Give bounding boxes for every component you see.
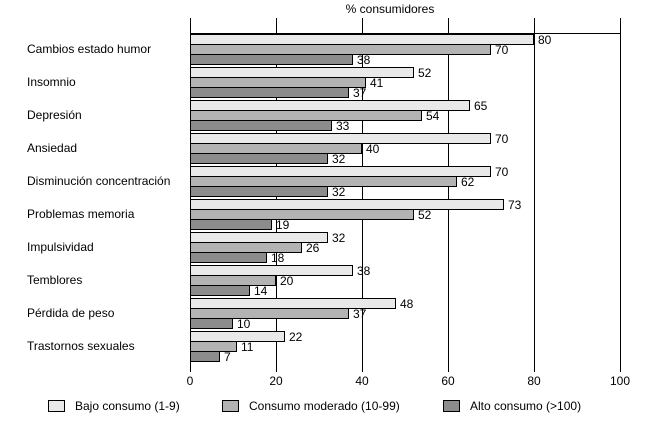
bar-value-label: 32 bbox=[332, 152, 346, 166]
bar-value-label: 52 bbox=[418, 66, 432, 80]
bar-value-label: 38 bbox=[357, 53, 371, 67]
bar-value-label: 33 bbox=[336, 119, 350, 133]
bar-value-label: 70 bbox=[495, 132, 509, 146]
bar-value-label: 11 bbox=[241, 340, 254, 354]
category-label: Cambios estado humor bbox=[27, 42, 152, 56]
bar bbox=[190, 54, 353, 65]
bar bbox=[190, 252, 267, 263]
bar-value-label: 41 bbox=[370, 76, 384, 90]
x-tick-label: 100 bbox=[609, 374, 631, 388]
bar-value-label: 32 bbox=[332, 185, 346, 199]
chart-title: % consumidores bbox=[345, 2, 435, 16]
gridline-80 bbox=[534, 18, 535, 372]
bar bbox=[190, 209, 414, 220]
category-label: Ansiedad bbox=[27, 141, 78, 155]
bar bbox=[190, 308, 349, 319]
bar-value-label: 7 bbox=[224, 350, 231, 364]
legend-item: Alto consumo (>100) bbox=[443, 399, 581, 413]
legend-swatch bbox=[48, 400, 65, 412]
legend-label: Consumo moderado (10-99) bbox=[249, 399, 400, 413]
category-label: Temblores bbox=[27, 273, 83, 287]
x-tick-label: 0 bbox=[186, 374, 194, 388]
x-tick-label: 60 bbox=[441, 374, 455, 388]
bar-value-label: 62 bbox=[461, 175, 475, 189]
category-label: Depresión bbox=[27, 108, 82, 122]
bar-value-label: 65 bbox=[474, 99, 488, 113]
x-tick-label: 40 bbox=[355, 374, 369, 388]
bar-value-label: 38 bbox=[357, 264, 371, 278]
bar-value-label: 14 bbox=[254, 284, 268, 298]
bar-value-label: 70 bbox=[495, 43, 509, 57]
x-tick-label: 20 bbox=[269, 374, 283, 388]
plot-top-border bbox=[190, 33, 621, 34]
bar-value-label: 22 bbox=[289, 330, 303, 344]
bar bbox=[190, 87, 349, 98]
bar-value-label: 70 bbox=[495, 165, 509, 179]
bar bbox=[190, 186, 328, 197]
gridline-100 bbox=[620, 18, 621, 372]
bar-value-label: 19 bbox=[276, 218, 290, 232]
bar-value-label: 48 bbox=[400, 297, 414, 311]
legend-label: Bajo consumo (1-9) bbox=[75, 399, 180, 413]
bar-value-label: 52 bbox=[418, 208, 432, 222]
legend-label: Alto consumo (>100) bbox=[470, 399, 582, 413]
bar bbox=[190, 318, 233, 329]
category-label: Disminución concentración bbox=[27, 174, 171, 188]
legend-item: Consumo moderado (10-99) bbox=[222, 399, 400, 413]
x-tick-label: 80 bbox=[527, 374, 541, 388]
bar bbox=[190, 331, 285, 342]
category-label: Impulsividad bbox=[27, 240, 94, 254]
bar-value-label: 80 bbox=[538, 33, 552, 47]
category-label: Pérdida de peso bbox=[27, 306, 115, 320]
bar bbox=[190, 120, 332, 131]
legend-swatch bbox=[443, 400, 460, 412]
x-axis: 0 20 40 60 80 100 bbox=[0, 374, 661, 390]
legend-swatch bbox=[222, 400, 239, 412]
bar-value-label: 73 bbox=[508, 198, 522, 212]
bar-value-label: 37 bbox=[353, 307, 367, 321]
bar-value-label: 18 bbox=[271, 251, 285, 265]
category-label: Insomnio bbox=[27, 75, 76, 89]
bar bbox=[190, 285, 250, 296]
gridline-40 bbox=[362, 18, 363, 372]
gridline-60 bbox=[448, 18, 449, 372]
legend-item: Bajo consumo (1-9) bbox=[48, 399, 180, 413]
bar bbox=[190, 153, 328, 164]
bar-value-label: 26 bbox=[306, 241, 320, 255]
bar-value-label: 20 bbox=[280, 274, 294, 288]
category-label: Trastornos sexuales bbox=[27, 339, 135, 353]
category-label: Problemas memoria bbox=[27, 207, 135, 221]
plot-area: 80 70 38 52 41 37 65 54 33 70 40 32 70 62 32 73 52 19 32 26… bbox=[190, 18, 621, 372]
bar-value-label: 10 bbox=[237, 317, 251, 331]
bar-value-label: 54 bbox=[426, 109, 440, 123]
bar-value-label: 40 bbox=[366, 142, 380, 156]
bar-value-label: 37 bbox=[353, 86, 367, 100]
bar bbox=[190, 351, 220, 362]
bar-value-label: 32 bbox=[332, 231, 346, 245]
bar bbox=[190, 219, 272, 230]
